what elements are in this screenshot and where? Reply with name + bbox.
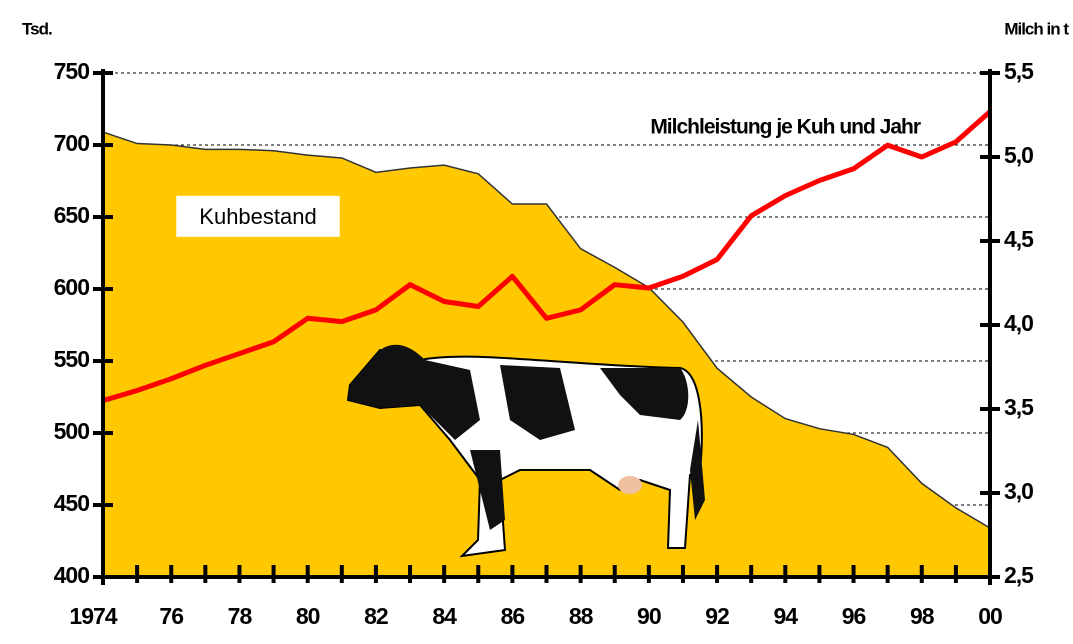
y-tick-label: 600 [54, 274, 90, 300]
x-tick-label: 94 [774, 603, 799, 629]
series-label: Milchleistung je Kuh und Jahr [650, 116, 921, 139]
y-tick-label: 550 [54, 346, 90, 372]
y2-tick-label: 3,0 [1004, 478, 1033, 504]
y-tick-label: 700 [54, 130, 90, 156]
y-tick-label: 650 [54, 202, 90, 228]
chart: Tsd. Milch in t Kuhbestand Milchleistung … [0, 0, 1073, 644]
x-tick-label: 82 [364, 603, 388, 629]
y2-axis-title: Milch in t [1004, 19, 1069, 38]
y2-tick-label: 4,5 [1004, 226, 1034, 252]
y2-tick-label: 5,5 [1004, 58, 1034, 84]
y-tick-label: 400 [54, 562, 90, 588]
x-tick-label: 78 [228, 603, 253, 629]
y2-tick-label: 5,0 [1004, 142, 1033, 168]
x-tick-label: 90 [637, 603, 661, 629]
x-tick-label: 96 [842, 603, 866, 629]
legend-label: Kuhbestand [199, 204, 316, 229]
y-axis-title: Tsd. [22, 19, 52, 38]
x-tick-label: 1974 [69, 603, 117, 629]
y-tick-label: 450 [54, 490, 90, 516]
y-tick-label: 500 [54, 418, 90, 444]
x-tick-label: 86 [501, 603, 525, 629]
y2-tick-label: 3,5 [1004, 394, 1034, 420]
x-tick-label: 84 [432, 603, 457, 629]
y2-tick-label: 4,0 [1004, 310, 1033, 336]
y2-tick-label: 2,5 [1004, 562, 1034, 588]
x-tick-label: 92 [705, 603, 729, 629]
x-tick-label: 98 [910, 603, 935, 629]
y-tick-label: 750 [54, 58, 90, 84]
x-tick-label: 88 [569, 603, 594, 629]
x-tick-label: 76 [159, 603, 183, 629]
x-tick-label: 80 [296, 603, 320, 629]
x-tick-label: 00 [978, 603, 1002, 629]
